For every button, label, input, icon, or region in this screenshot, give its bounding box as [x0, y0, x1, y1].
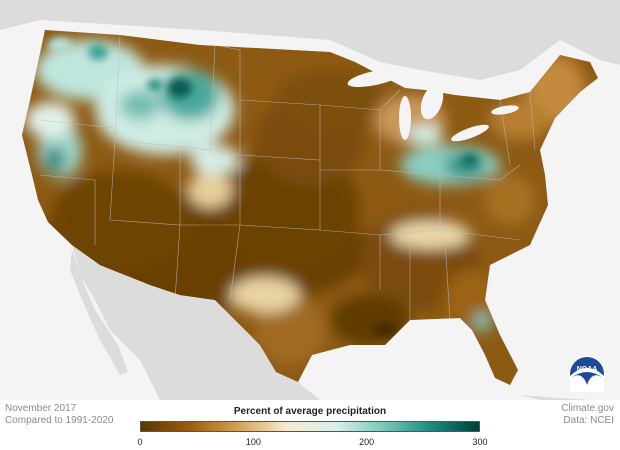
legend-colorbar	[140, 421, 480, 432]
lake-huron	[420, 84, 444, 120]
legend-title: Percent of average precipitation	[233, 406, 387, 417]
date-label: November 2017	[5, 403, 77, 414]
noaa-logo-text: NOAA	[577, 366, 598, 373]
legend-tick-300: 300	[472, 437, 488, 447]
precipitation-map: NOAA	[0, 0, 620, 400]
great-lakes	[347, 69, 519, 142]
state-borders	[39, 34, 536, 321]
cuba-land	[520, 395, 590, 400]
lake-superior	[347, 69, 403, 87]
date-caption: November 2017 Compared to 1991-2020	[5, 403, 113, 427]
baja-land	[70, 250, 128, 375]
source-site: Climate.gov	[561, 403, 614, 414]
mexico-land	[72, 245, 320, 400]
canada-land	[0, 0, 620, 80]
legend-tick-100: 100	[245, 437, 261, 447]
lake-ontario	[491, 105, 519, 115]
legend-tick-200: 200	[359, 437, 375, 447]
legend-tick-0: 0	[137, 437, 143, 447]
surrounding-land	[0, 0, 620, 400]
baseline-label: Compared to 1991-2020	[5, 415, 114, 426]
data-source: Data: NCEI	[563, 415, 614, 426]
lake-michigan	[399, 96, 411, 140]
source-caption: Climate.gov Data: NCEI	[561, 403, 614, 427]
footer: November 2017 Compared to 1991-2020 Perc…	[0, 400, 620, 450]
lake-erie	[451, 124, 489, 142]
noaa-logo: NOAA	[569, 356, 605, 392]
